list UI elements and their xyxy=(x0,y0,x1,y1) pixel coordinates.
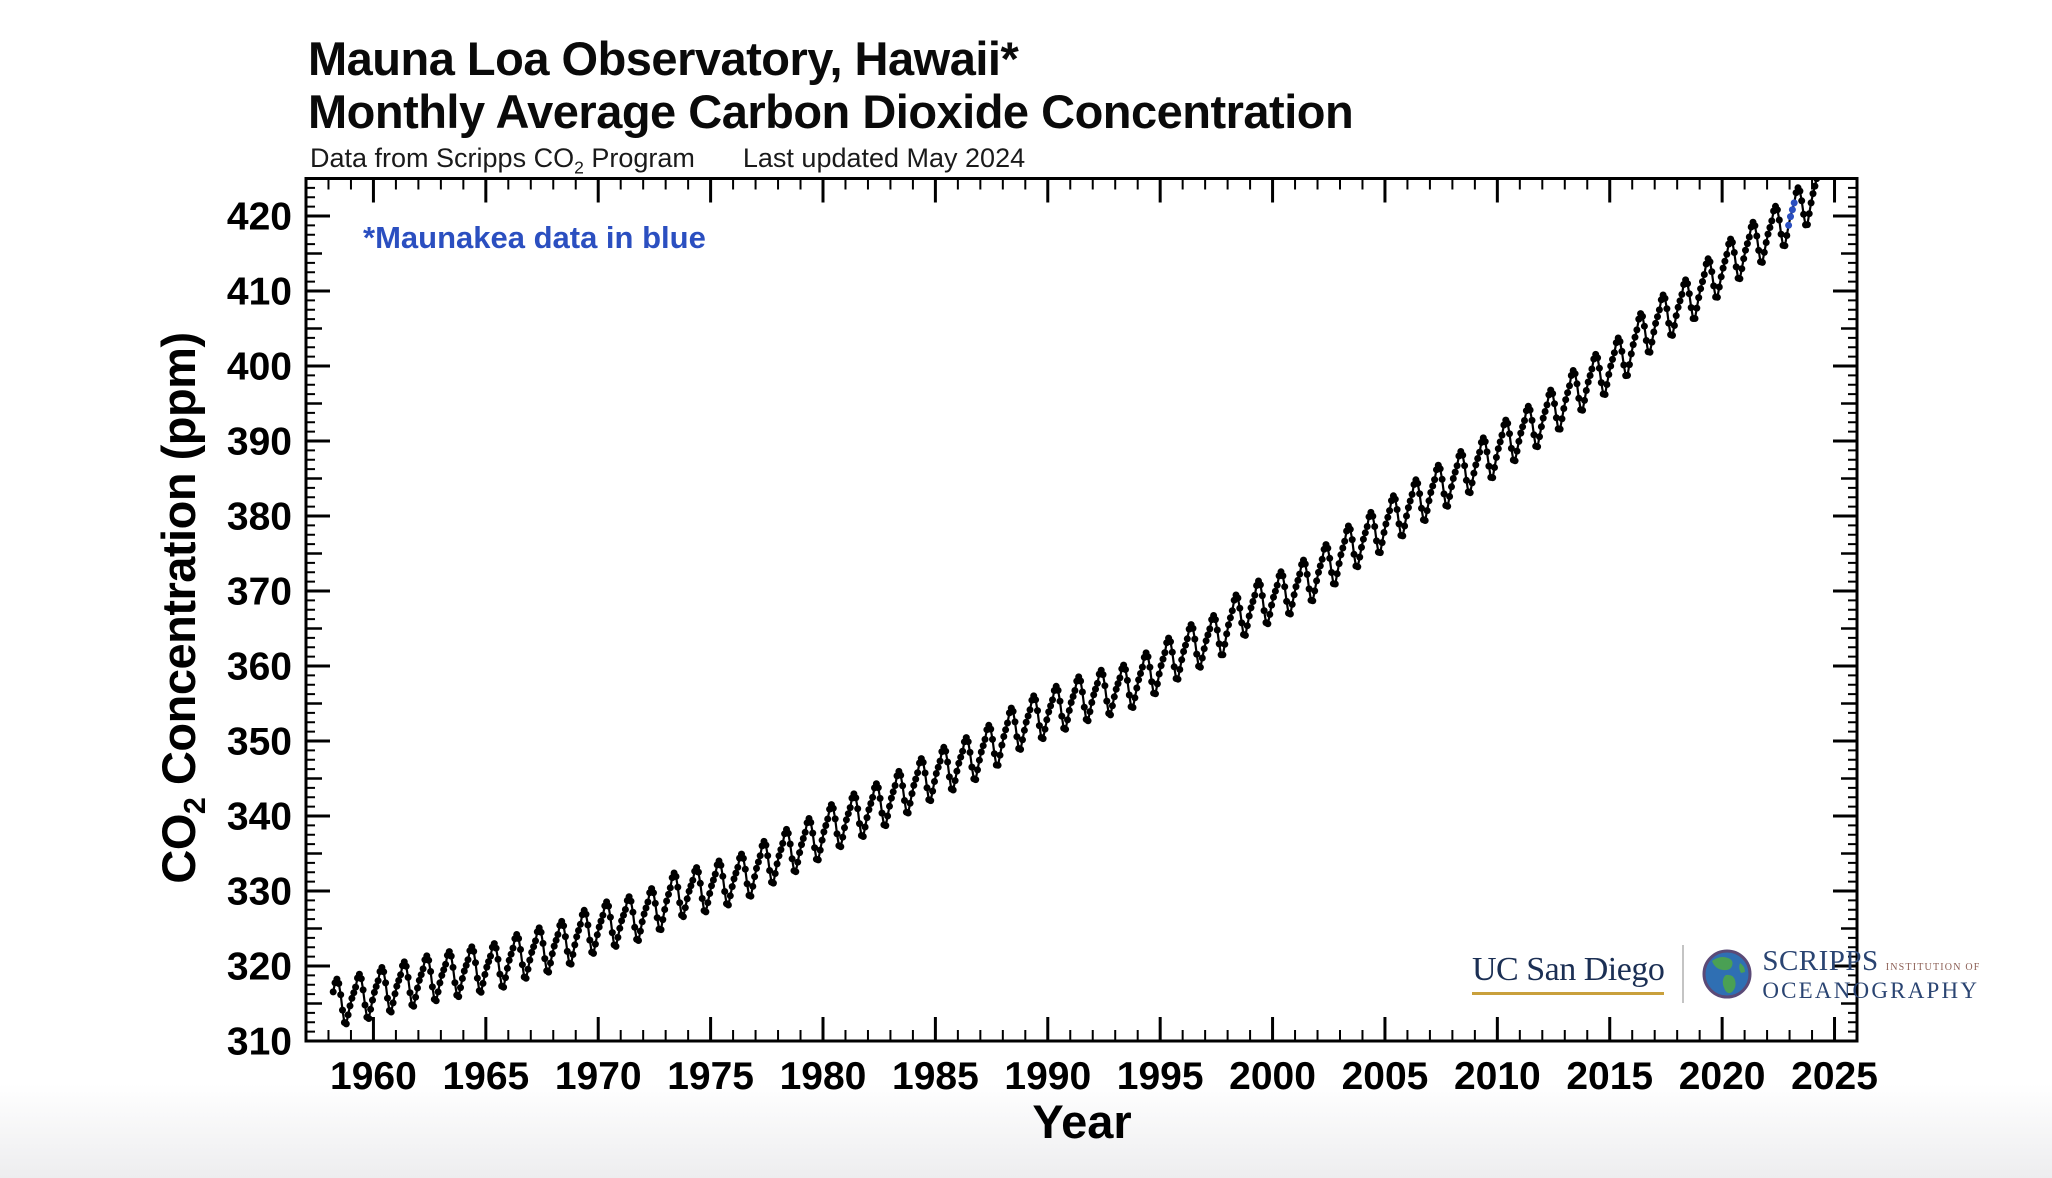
plot-frame xyxy=(304,177,1859,1043)
x-tick-label: 2015 xyxy=(1566,1055,1653,1098)
x-tick-label: 1970 xyxy=(555,1055,642,1098)
y-axis-title-text: CO xyxy=(151,814,205,884)
caption-subscript: 2 xyxy=(574,157,584,178)
caption-source-text: Data from Scripps CO xyxy=(310,143,575,173)
x-tick-label: 2005 xyxy=(1342,1055,1429,1098)
y-axis-title-text-end: Concentration (ppm) xyxy=(151,332,205,798)
y-tick-label: 320 xyxy=(227,946,292,989)
chart-title-line1: Mauna Loa Observatory, Hawaii* xyxy=(308,32,1019,85)
scripps-oceanography: OCEANOGRAPHY xyxy=(1762,977,1980,1003)
chart-title: Mauna Loa Observatory, Hawaii* Monthly A… xyxy=(308,32,1354,138)
maunakea-annotation: *Maunakea data in blue xyxy=(363,220,706,255)
y-tick-label: 420 xyxy=(227,196,292,239)
logo-divider xyxy=(1682,945,1685,1003)
x-tick-label: 1990 xyxy=(1004,1055,1091,1098)
y-tick-label: 410 xyxy=(227,271,292,314)
maunakea-points xyxy=(1785,199,1798,229)
y-axis-title: CO2 Concentration (ppm) xyxy=(151,332,213,883)
x-tick-label: 1965 xyxy=(442,1055,529,1098)
data-series xyxy=(329,178,1821,1028)
x-axis-title: Year xyxy=(1032,1095,1132,1148)
y-axis-title-subscript: 2 xyxy=(178,797,213,815)
y-tick-label: 310 xyxy=(227,1021,292,1064)
y-tick-label: 330 xyxy=(227,871,292,914)
x-tick-label: 1960 xyxy=(330,1055,417,1098)
monthly-co2-points xyxy=(329,178,1821,1028)
x-tick-label: 1985 xyxy=(892,1055,979,1098)
y-tick-label: 360 xyxy=(227,646,292,689)
scripps-name: SCRIPPS xyxy=(1762,944,1879,977)
y-tick-label: 400 xyxy=(227,346,292,389)
axis-ticks xyxy=(306,178,1857,1043)
y-tick-label: 380 xyxy=(227,496,292,539)
scripps-logo: SCRIPPS INSTITUTION OF OCEANOGRAPHY xyxy=(1702,944,1981,1003)
x-tick-labels: 1960 1965 1970 1975 1980 1985 1990 1995 2000 2005… xyxy=(330,1055,1878,1098)
x-tick-label: 2020 xyxy=(1679,1055,1766,1098)
y-tick-label: 340 xyxy=(227,796,292,839)
y-tick-labels: 310 320 330 340 350 360 370 380 390 400 410 420 xyxy=(227,196,292,1064)
x-tick-label: 2010 xyxy=(1454,1055,1541,1098)
x-tick-label: 1975 xyxy=(667,1055,754,1098)
caption-last-updated: Last updated May 2024 xyxy=(742,143,1026,173)
y-tick-label: 370 xyxy=(227,571,292,614)
monthly-co2-line xyxy=(332,178,1818,1026)
caption-source-text-end: Program xyxy=(583,143,695,173)
x-tick-label: 1980 xyxy=(780,1055,867,1098)
scripps-logo-row1: SCRIPPS INSTITUTION OF xyxy=(1762,944,1981,977)
y-tick-label: 350 xyxy=(227,721,292,764)
scripps-globe-icon xyxy=(1702,949,1752,999)
x-tick-label: 2025 xyxy=(1791,1055,1878,1098)
y-tick-label: 390 xyxy=(227,421,292,464)
ucsd-logo: UC San Diego xyxy=(1472,953,1665,995)
scripps-institution-of: INSTITUTION OF xyxy=(1885,961,1981,973)
chart-title-line2: Monthly Average Carbon Dioxide Concentra… xyxy=(308,85,1354,138)
scripps-logo-text: SCRIPPS INSTITUTION OF OCEANOGRAPHY xyxy=(1762,944,1981,1003)
chart-caption: Data from Scripps CO2 Program Last update… xyxy=(310,143,1025,178)
x-tick-label: 2000 xyxy=(1229,1055,1316,1098)
x-tick-label: 1995 xyxy=(1117,1055,1204,1098)
logo-row: UC San Diego SCRIPPS INSTITUTION OF OCEA… xyxy=(1472,940,1981,1008)
